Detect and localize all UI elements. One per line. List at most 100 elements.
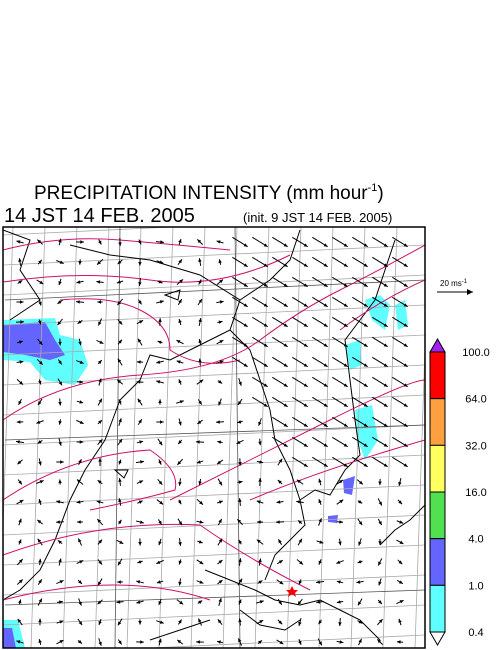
grid-line — [3, 364, 425, 386]
wind-head — [140, 460, 144, 464]
wind-head — [76, 300, 80, 304]
wind-head — [358, 521, 363, 526]
wind-head — [283, 343, 288, 347]
wind-head — [363, 283, 368, 287]
wind-head — [198, 358, 202, 363]
wind-head — [256, 500, 261, 504]
wind-head — [19, 360, 24, 364]
wind-head — [403, 423, 408, 427]
wind-head — [243, 243, 248, 247]
wind-head — [79, 420, 84, 424]
grid-line — [318, 227, 334, 648]
wind-head — [38, 341, 43, 345]
wind-head — [403, 363, 408, 367]
wind-head — [218, 598, 222, 603]
grid-line — [3, 424, 425, 446]
wind-head — [238, 599, 242, 604]
wind-head — [383, 463, 388, 467]
wind-head — [258, 421, 262, 426]
wind-head — [297, 600, 302, 605]
wind-head — [39, 480, 44, 484]
grid-line — [3, 604, 425, 626]
wind-head — [58, 420, 62, 425]
wind-head — [139, 480, 144, 484]
wind-head — [57, 540, 62, 544]
grid-line — [3, 574, 425, 596]
colorbar-label: 32.0 — [465, 440, 486, 452]
grid-line — [254, 227, 270, 648]
wind-head — [298, 520, 302, 525]
wind-head — [17, 618, 22, 623]
wind-head — [117, 260, 122, 265]
wind-head — [98, 458, 102, 462]
wind-head — [18, 599, 22, 604]
wind-scale: 20 ms-1 — [437, 279, 473, 295]
wind-head — [18, 518, 22, 523]
wind-head — [118, 339, 122, 344]
wind-head — [58, 281, 62, 286]
wind-head — [363, 383, 368, 387]
wind-head — [363, 363, 368, 367]
wind-head — [96, 500, 101, 504]
wind-head — [56, 500, 61, 504]
wind-head — [38, 639, 42, 644]
grid-line — [3, 227, 181, 236]
wind-head — [238, 498, 242, 502]
wind-head — [17, 460, 22, 465]
wind-head — [16, 440, 20, 444]
graticule — [3, 227, 425, 648]
wind-head — [59, 580, 64, 584]
wind-head — [256, 539, 261, 544]
wind-head — [343, 443, 348, 447]
precip-area — [355, 405, 378, 460]
grid-line — [126, 227, 142, 648]
wind-head — [263, 363, 268, 367]
wind-head — [358, 480, 363, 485]
wind-head — [323, 423, 328, 427]
wind-head — [18, 579, 23, 584]
wind-head — [117, 301, 122, 306]
wind-head — [117, 580, 121, 584]
wind-head — [219, 279, 223, 284]
wind-head — [343, 323, 348, 327]
wind-head — [383, 383, 388, 387]
wind-head — [257, 520, 261, 524]
wind-head — [36, 420, 41, 424]
wind-head — [117, 379, 122, 384]
wind-head — [283, 303, 288, 307]
wind-head — [117, 358, 122, 363]
wind-head — [403, 243, 408, 247]
wind-head — [37, 239, 42, 244]
wind-head — [58, 558, 62, 563]
wind-head — [318, 641, 322, 646]
wind-head — [37, 519, 42, 524]
wind-head — [283, 443, 288, 447]
wind-head — [258, 640, 263, 645]
wind-head — [176, 340, 181, 344]
grid-line — [3, 274, 425, 296]
wind-head — [138, 419, 142, 424]
wind-head — [403, 343, 408, 347]
wind-head — [403, 283, 408, 287]
grid-line — [3, 304, 425, 326]
wind-head — [160, 240, 164, 244]
wind-head — [178, 481, 182, 486]
wind-head — [318, 478, 322, 483]
grid-line — [382, 227, 398, 648]
wind-head — [343, 463, 348, 467]
wind-head — [198, 400, 202, 405]
wind-head — [218, 500, 223, 504]
wind-head — [323, 363, 328, 367]
wind-head — [357, 560, 362, 564]
wind-head — [58, 401, 62, 406]
wind-head — [403, 323, 408, 327]
wind-head — [303, 403, 308, 407]
wind-head — [243, 323, 248, 327]
wind-head — [98, 539, 103, 544]
wind-head — [136, 600, 141, 604]
grid-line — [234, 227, 241, 648]
wind-head — [283, 363, 288, 367]
colorbar-label: 16.0 — [465, 487, 486, 499]
wind-head — [336, 560, 341, 564]
wind-head — [303, 343, 308, 347]
